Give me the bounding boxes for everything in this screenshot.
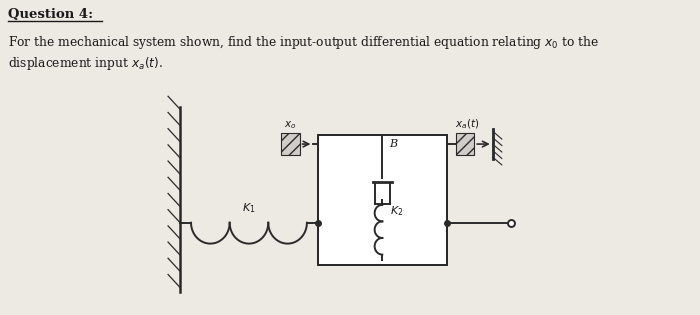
Text: $K_1$: $K_1$: [242, 201, 256, 215]
Bar: [281, 133, 300, 155]
Text: $x_o$: $x_o$: [284, 119, 297, 131]
Bar: [456, 133, 475, 155]
Text: displacement input $x_a(t)$.: displacement input $x_a(t)$.: [8, 55, 163, 72]
Text: $K_2$: $K_2$: [390, 204, 403, 218]
Bar: [318, 135, 447, 265]
Text: Question 4:: Question 4:: [8, 8, 93, 21]
Bar: [318, 135, 447, 265]
Text: For the mechanical system shown, find the input-output differential equation rel: For the mechanical system shown, find th…: [8, 34, 599, 50]
Text: B: B: [390, 139, 398, 149]
Text: $x_a(t)$: $x_a(t)$: [455, 117, 479, 131]
